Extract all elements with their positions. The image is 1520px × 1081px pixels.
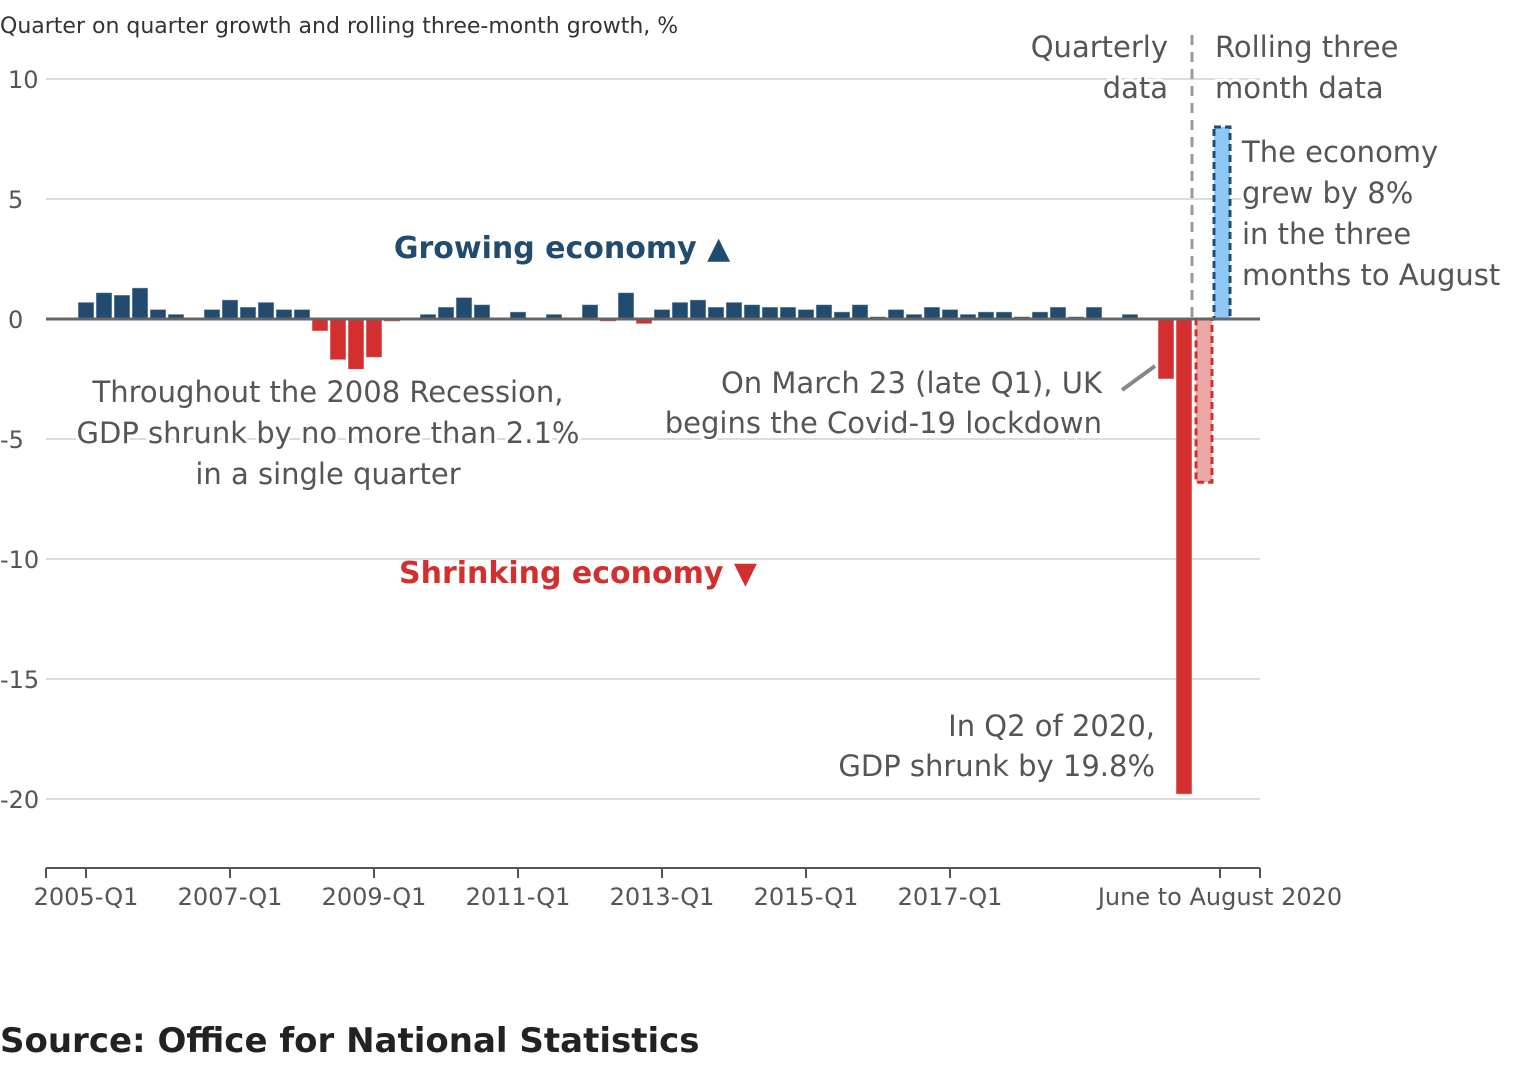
bar-quarterly [707,306,725,320]
bar-quarterly [689,299,707,320]
bar-quarterly [617,292,635,320]
bar-quarterly [95,292,113,320]
bar-quarterly [1085,306,1103,320]
quarterly-data-label: data [1103,71,1168,105]
bar-quarterly [131,287,149,320]
growth-annotation: grew by 8% [1242,176,1413,210]
bar-quarterly [239,306,257,320]
q2-annotation: GDP shrunk by 19.8% [838,749,1155,783]
x-tick-label: 2007-Q1 [178,883,283,911]
y-tick-label: -20 [0,786,39,814]
bar-quarterly [851,304,869,320]
x-tick-label: 2013-Q1 [610,883,715,911]
x-tick-label: 2011-Q1 [466,883,571,911]
bar-quarterly [581,304,599,320]
lockdown-annotation: On March 23 (late Q1), UK [721,366,1103,400]
lockdown-annotation: begins the Covid-19 lockdown [665,406,1102,440]
y-tick-label: 10 [8,66,39,94]
shrinking-economy-label: Shrinking economy ▼ [399,556,757,591]
y-tick-label: -10 [0,546,39,574]
bar-quarterly [221,299,239,320]
bar-quarterly [437,306,455,320]
chart-title: Quarter on quarter growth and rolling th… [0,14,678,39]
bar-quarterly [329,318,347,361]
quarterly-data-label: Quarterly [1031,30,1168,64]
bar-quarterly [77,301,95,320]
y-tick-label: -5 [0,426,24,454]
bar-quarterly [1049,306,1067,320]
y-tick-label: 0 [8,306,23,334]
x-tick-label: June to August 2020 [1096,883,1342,911]
recession-annotation: in a single quarter [195,457,460,491]
bar-quarterly [761,306,779,320]
q2-annotation: In Q2 of 2020, [948,709,1155,743]
bar-quarterly [815,304,833,320]
bar-rolling [1212,125,1232,321]
rolling-data-label: month data [1215,71,1384,105]
x-tick-label: 2009-Q1 [322,883,427,911]
y-tick-label: 5 [8,186,23,214]
x-tick-label: 2015-Q1 [754,883,859,911]
bar-quarterly [473,304,491,320]
growing-economy-label: Growing economy ▲ [394,231,730,266]
growth-annotation: months to August [1242,258,1500,292]
x-tick-label: 2005-Q1 [34,883,139,911]
lockdown-leader-line [1120,364,1157,392]
bar-quarterly [257,301,275,320]
bar-quarterly [1157,318,1175,380]
bar-quarterly [347,318,365,370]
bar-quarterly [365,318,383,358]
growth-annotation: The economy [1241,135,1438,169]
bar-quarterly [311,318,329,332]
y-tick-label: -15 [0,666,39,694]
bar-quarterly [671,301,689,320]
recession-annotation: GDP shrunk by no more than 2.1% [77,416,580,450]
growth-annotation: in the three [1242,217,1411,251]
bar-rolling [1194,317,1214,484]
bar-quarterly [113,294,131,320]
bar-quarterly [779,306,797,320]
recession-annotation: Throughout the 2008 Recession, [92,375,564,409]
bar-quarterly [455,296,473,320]
x-tick-label: 2017-Q1 [898,883,1003,911]
bar-quarterly [923,306,941,320]
bar-quarterly [725,301,743,320]
bar-quarterly [1175,318,1193,795]
bar-quarterly [743,304,761,320]
source-note: Source: Office for National Statistics [0,1021,700,1061]
rolling-data-label: Rolling three [1215,30,1399,64]
